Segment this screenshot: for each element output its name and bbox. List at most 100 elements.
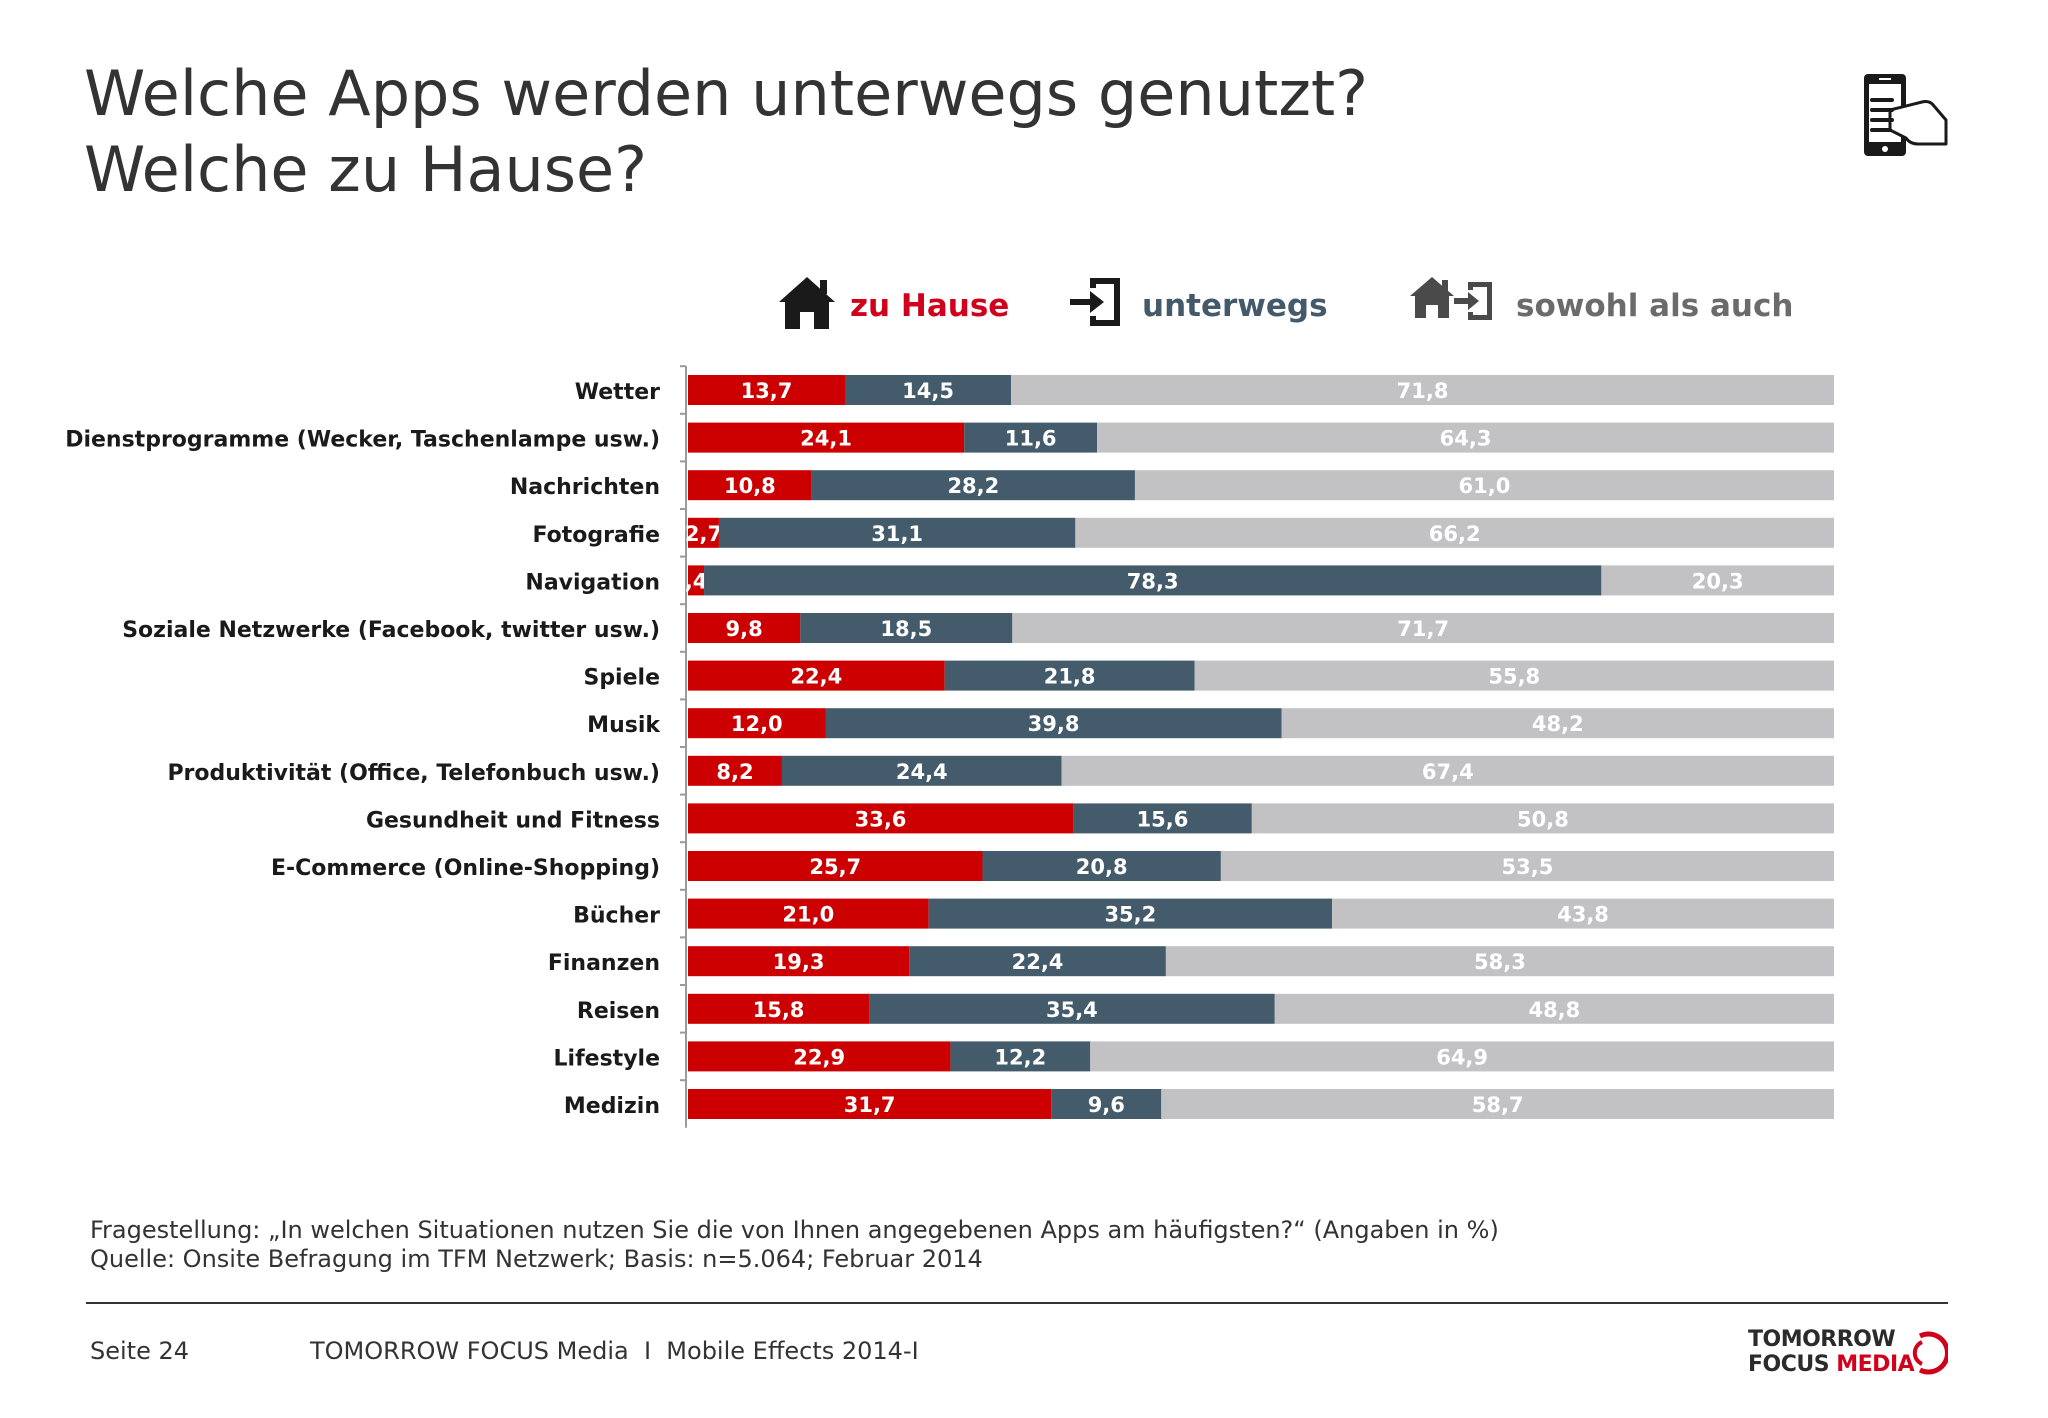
bar-segment-zu-hause (688, 755, 782, 786)
category-label: Navigation (525, 570, 660, 595)
data-label-unterwegs: 28,2 (947, 474, 999, 498)
bar-segment-zu-hause (688, 1089, 1052, 1119)
category-label: E-Commerce (Online-Shopping) (271, 856, 660, 881)
bar-segment-sowohl-als-auch (1194, 660, 1834, 691)
data-label-sowohl-als-auch: 71,8 (1397, 379, 1449, 403)
bar-segment-zu-hause (688, 803, 1074, 834)
bar-segment-unterwegs (704, 565, 1602, 596)
data-label-zu-hause: 24,1 (800, 427, 852, 451)
data-label-sowohl-als-auch: 58,7 (1472, 1093, 1524, 1117)
data-label-zu-hause: 21,0 (782, 903, 834, 927)
data-label-sowohl-als-auch: 48,8 (1528, 998, 1580, 1022)
data-label-unterwegs: 24,4 (896, 760, 948, 784)
data-label-unterwegs: 22,4 (1012, 950, 1064, 974)
bar-segment-unterwegs (811, 470, 1135, 501)
bar-segment-zu-hause (688, 660, 945, 691)
bar-segment-unterwegs (950, 1041, 1091, 1072)
bar-segment-zu-hause (688, 422, 965, 453)
data-label-unterwegs: 78,3 (1127, 569, 1179, 593)
bar-segment-unterwegs (944, 660, 1195, 691)
category-label: Produktivität (Office, Telefonbuch usw.) (167, 761, 660, 786)
data-label-sowohl-als-auch: 48,2 (1532, 712, 1584, 736)
data-label-zu-hause: 10,8 (724, 474, 776, 498)
bar-segment-unterwegs (1073, 803, 1252, 834)
bar-segment-unterwegs (800, 613, 1013, 643)
data-label-sowohl-als-auch: 71,7 (1397, 617, 1449, 641)
bar-segment-zu-hause (688, 565, 705, 596)
data-label-zu-hause: 31,7 (844, 1093, 896, 1117)
bar-segment-zu-hause (688, 946, 910, 977)
category-label: Medizin (564, 1094, 660, 1119)
data-label-sowohl-als-auch: 61,0 (1459, 474, 1511, 498)
data-label-unterwegs: 21,8 (1044, 665, 1096, 689)
bar-segment-unterwegs (909, 946, 1166, 977)
bar-segment-sowohl-als-auch (1165, 946, 1834, 977)
category-label: Musik (587, 713, 661, 738)
data-label-zu-hause: ,4 (685, 569, 708, 593)
data-label-unterwegs: 31,1 (871, 522, 923, 546)
bar-segment-unterwegs (1051, 1089, 1162, 1119)
category-label: Wetter (575, 380, 660, 405)
bar-segment-zu-hause (688, 898, 929, 929)
enter-door-icon (1070, 278, 1120, 326)
data-label-zu-hause: 12,0 (731, 712, 783, 736)
footer-divider (86, 1302, 1948, 1304)
logo-line-2: FOCUS MEDIA (1748, 1352, 1915, 1377)
bar-segment-zu-hause (688, 517, 719, 548)
data-label-sowohl-als-auch: 50,8 (1517, 807, 1569, 831)
legend-label-unterwegs: unterwegs (1142, 288, 1328, 324)
question-text: Fragestellung: „In welchen Situationen n… (90, 1216, 1499, 1244)
logo-focus: FOCUS (1748, 1352, 1830, 1377)
data-label-sowohl-als-auch: 55,8 (1488, 665, 1540, 689)
category-label: Soziale Netzwerke (Facebook, twitter usw… (122, 618, 660, 643)
data-label-sowohl-als-auch: 53,5 (1502, 855, 1554, 879)
category-label: Dienstprogramme (Wecker, Taschenlampe us… (65, 428, 660, 453)
data-label-unterwegs: 18,5 (880, 617, 932, 641)
data-label-unterwegs: 9,6 (1088, 1093, 1125, 1117)
category-label: Finanzen (548, 951, 660, 976)
data-label-zu-hause: 2,7 (685, 522, 722, 546)
bar-segment-unterwegs (781, 755, 1062, 786)
bar-segment-sowohl-als-auch (1097, 422, 1834, 453)
data-label-unterwegs: 15,6 (1137, 807, 1189, 831)
data-label-sowohl-als-auch: 67,4 (1422, 760, 1474, 784)
bar-segment-zu-hause (688, 613, 801, 643)
house-and-door-icon (1410, 277, 1492, 320)
data-label-unterwegs: 35,4 (1046, 998, 1098, 1022)
category-label: Bücher (573, 904, 660, 929)
bar-segment-unterwegs (928, 898, 1333, 929)
bar-segment-unterwegs (825, 708, 1282, 739)
data-label-sowohl-als-auch: 20,3 (1692, 569, 1744, 593)
category-label: Nachrichten (510, 475, 660, 500)
data-label-zu-hause: 15,8 (753, 998, 805, 1022)
category-label: Fotografie (532, 523, 660, 548)
bar-segment-sowohl-als-auch (1134, 470, 1834, 501)
bar-segment-sowohl-als-auch (1251, 803, 1834, 834)
bar-segment-sowohl-als-auch (1075, 517, 1834, 548)
logo-media: MEDIA (1836, 1352, 1915, 1377)
chart-legend: zu Hause unterwegs sowohl als auch (0, 268, 2048, 338)
category-label: Lifestyle (554, 1046, 660, 1071)
title-line-1: Welche Apps werden unterwegs genutzt? (84, 57, 1369, 130)
bar-segment-sowohl-als-auch (1061, 755, 1834, 786)
data-label-zu-hause: 19,3 (773, 950, 825, 974)
category-label: Spiele (583, 666, 660, 691)
data-label-unterwegs: 14,5 (902, 379, 954, 403)
bar-segment-zu-hause (688, 851, 983, 881)
bar-segment-zu-hause (688, 993, 870, 1024)
page-title: Welche Apps werden unterwegs genutzt? We… (84, 56, 1368, 208)
bar-segment-zu-hause (688, 470, 812, 501)
category-label: Gesundheit und Fitness (366, 808, 660, 833)
data-label-sowohl-als-auch: 58,3 (1474, 950, 1526, 974)
bar-segment-sowohl-als-auch (1601, 565, 1834, 596)
logo-ring-icon (1912, 1331, 1948, 1375)
bar-segment-sowohl-als-auch (1220, 851, 1834, 881)
data-label-sowohl-als-auch: 64,3 (1440, 427, 1492, 451)
bar-segment-sowohl-als-auch (1011, 375, 1834, 405)
bar-segment-zu-hause (688, 375, 846, 405)
survey-note: Fragestellung: „In welchen Situationen n… (90, 1216, 1499, 1274)
data-label-sowohl-als-auch: 43,8 (1557, 903, 1609, 927)
data-label-zu-hause: 22,4 (790, 665, 842, 689)
bar-segment-zu-hause (688, 708, 826, 739)
